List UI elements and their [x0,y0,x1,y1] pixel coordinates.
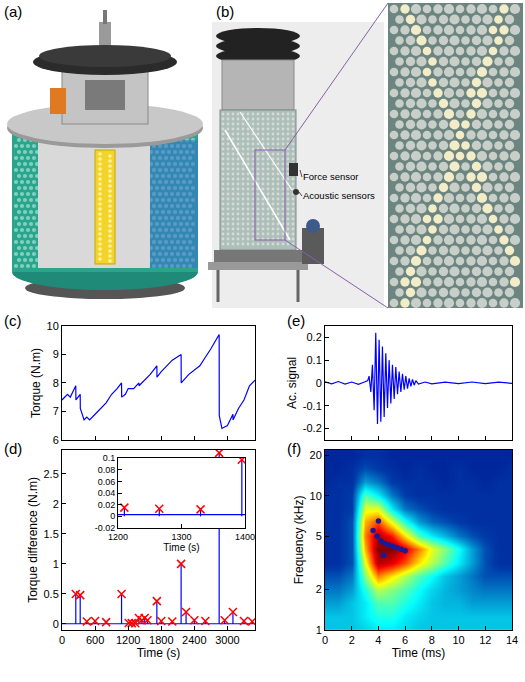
svg-text:Torque (N.m): Torque (N.m) [29,348,43,418]
svg-text:Time (s): Time (s) [137,646,181,660]
svg-text:0.1: 0.1 [307,354,322,366]
svg-text:8: 8 [429,634,435,646]
svg-text:2: 2 [53,498,59,510]
svg-text:12: 12 [479,634,491,646]
svg-text:-0.02: -0.02 [95,523,116,533]
svg-text:5: 5 [316,530,322,542]
svg-text:8: 8 [53,377,59,389]
svg-text:10: 10 [310,490,322,502]
svg-text:20: 20 [310,449,322,461]
svg-text:10: 10 [47,320,59,332]
svg-text:Acoustic sensors: Acoustic sensors [303,190,375,201]
svg-text:7: 7 [53,405,59,417]
svg-text:Time (ms): Time (ms) [392,646,446,660]
svg-text:1: 1 [53,558,59,570]
svg-text:2: 2 [316,583,322,595]
svg-text:(e): (e) [287,312,305,329]
svg-text:3000: 3000 [215,634,239,646]
svg-text:600: 600 [86,634,104,646]
svg-text:1400: 1400 [235,532,255,542]
svg-text:2.5: 2.5 [44,468,59,480]
svg-text:-0.2: -0.2 [303,422,322,434]
svg-text:0.08: 0.08 [98,465,116,475]
svg-text:Ac. signal: Ac. signal [285,357,299,409]
svg-text:0: 0 [110,511,115,521]
svg-text:0: 0 [53,618,59,630]
svg-text:0.06: 0.06 [98,477,116,487]
svg-text:0.04: 0.04 [98,488,116,498]
svg-text:0.1: 0.1 [103,453,116,463]
svg-text:2: 2 [349,634,355,646]
svg-text:Time (s): Time (s) [163,542,199,553]
svg-text:(f): (f) [287,440,301,457]
svg-text:1200: 1200 [116,634,140,646]
svg-text:4: 4 [375,634,381,646]
svg-text:(d): (d) [4,440,22,457]
svg-text:0: 0 [59,634,65,646]
svg-text:Force sensor: Force sensor [303,171,358,182]
svg-text:0.5: 0.5 [44,588,59,600]
svg-text:0.02: 0.02 [98,500,116,510]
svg-text:6: 6 [402,634,408,646]
svg-text:(a): (a) [4,3,22,20]
svg-text:1300: 1300 [171,532,191,542]
svg-text:1200: 1200 [108,532,128,542]
svg-text:6: 6 [53,434,59,446]
svg-text:9: 9 [53,348,59,360]
svg-text:Torque difference (N.m): Torque difference (N.m) [26,477,40,603]
svg-text:10: 10 [452,634,464,646]
svg-text:(b): (b) [216,3,234,20]
svg-text:1.5: 1.5 [44,528,59,540]
svg-text:0.2: 0.2 [307,331,322,343]
svg-text:0: 0 [322,634,328,646]
svg-text:(c): (c) [4,312,22,329]
svg-text:1800: 1800 [149,634,173,646]
svg-text:-0.1: -0.1 [303,400,322,412]
svg-text:14: 14 [506,634,518,646]
svg-text:Frequency (kHz): Frequency (kHz) [292,496,306,585]
svg-text:2400: 2400 [182,634,206,646]
svg-text:0: 0 [316,377,322,389]
svg-text:1: 1 [316,624,322,636]
